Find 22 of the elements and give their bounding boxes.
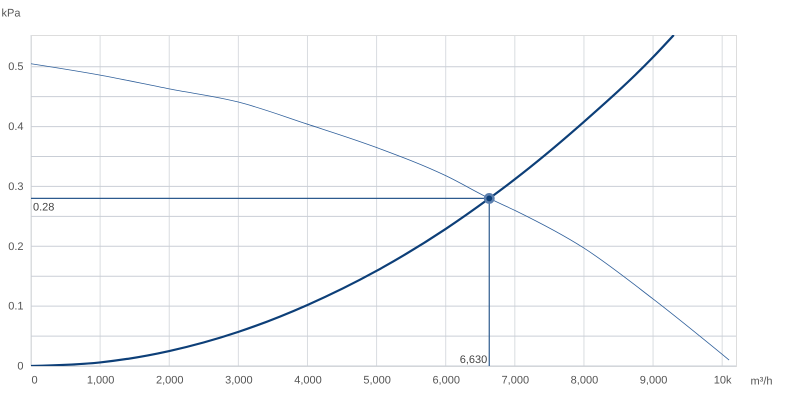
annotation: 0.28	[33, 201, 54, 214]
x-tick-label: 7,000	[502, 374, 530, 386]
y-tick-label: 0.4	[8, 121, 24, 134]
y-tick-label: 0.5	[8, 61, 24, 74]
x-tick-label: 8,000	[570, 374, 598, 386]
x-tick-label: 5,000	[363, 374, 391, 386]
y-tick-label: 0.3	[8, 180, 24, 193]
line-series	[31, 35, 675, 366]
x-tick-label: 6,000	[432, 374, 460, 386]
annotation: 6,630	[460, 354, 488, 366]
y-tick-label: 0.1	[8, 300, 24, 313]
y-tick-label: 0.2	[8, 240, 24, 253]
x-tick-label: 10k	[714, 374, 732, 386]
x-tick-label: 2,000	[156, 374, 184, 386]
x-tick-label: 3,000	[225, 374, 253, 386]
y-tick-label: 0	[17, 360, 24, 372]
y-axis-title: kPa	[2, 8, 22, 20]
x-tick-label: 4,000	[294, 374, 322, 386]
x-tick-label: 9,000	[640, 374, 668, 386]
x-tick-label: 0	[32, 374, 38, 386]
x-tick-label: 1,000	[86, 374, 114, 386]
x-axis-title: m³/h	[750, 376, 772, 388]
